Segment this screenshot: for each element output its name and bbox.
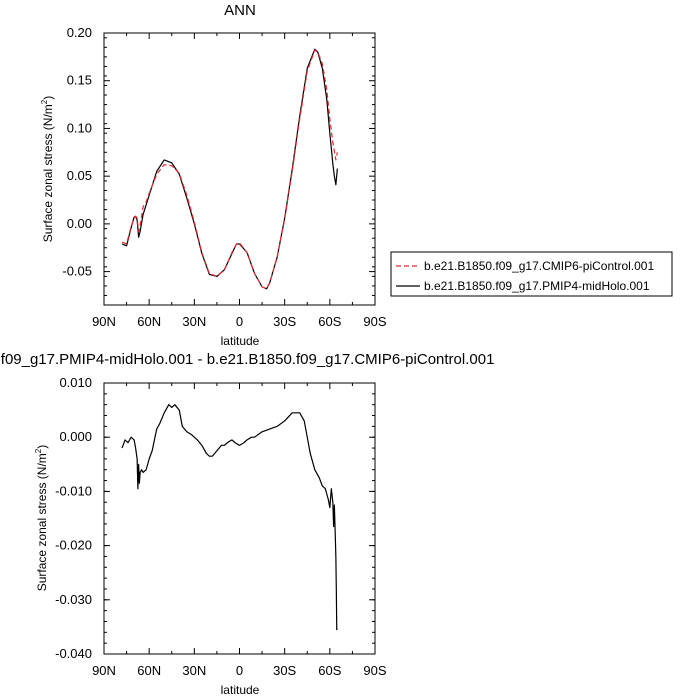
bottom-axis-ticks bbox=[103, 382, 376, 655]
top-y-tick-label: 0.00 bbox=[67, 216, 92, 231]
bottom-y-axis-title: Surface zonal stress (N/m2) bbox=[34, 445, 49, 592]
top-y-axis-title: Surface zonal stress (N/m2) bbox=[40, 96, 55, 243]
bottom-y-tick-label: 0.000 bbox=[59, 429, 92, 444]
bottom-y-tick-label: -0.020 bbox=[55, 538, 92, 553]
bottom-x-tick-label: 60S bbox=[318, 663, 341, 678]
bottom-y-tick-label: -0.040 bbox=[55, 646, 92, 661]
legend-label-picontrol: b.e21.B1850.f09_g17.CMIP6-piControl.001 bbox=[424, 259, 654, 273]
legend: b.e21.B1850.f09_g17.CMIP6-piControl.001 … bbox=[390, 251, 673, 297]
bottom-y-tick-label: 0.010 bbox=[59, 375, 92, 390]
bottom-x-tick-label: 60N bbox=[137, 663, 161, 678]
top-y-tick-label: 0.05 bbox=[67, 168, 92, 183]
top-y-tick-label: 0.10 bbox=[67, 120, 92, 135]
bottom-plot-lines bbox=[121, 404, 338, 631]
top-x-tick-label: 60S bbox=[318, 314, 341, 329]
top-y-tick-label: -0.05 bbox=[62, 264, 92, 279]
top-x-axis-title: latitude bbox=[221, 334, 260, 348]
bottom-x-tick-label: 30N bbox=[182, 663, 206, 678]
top-series-line-0 bbox=[121, 49, 338, 290]
bottom-x-tick-label: 90N bbox=[92, 663, 116, 678]
top-x-tick-label: 90N bbox=[92, 314, 116, 329]
bottom-series-line-0 bbox=[121, 404, 338, 631]
top-series-line-1 bbox=[121, 48, 338, 290]
top-y-tick-label: 0.15 bbox=[67, 73, 92, 88]
bottom-y-tick-labels: -0.040 -0.030 -0.020 -0.010 0.000 0.010 bbox=[55, 375, 92, 661]
top-y-tick-label: 0.20 bbox=[67, 25, 92, 40]
bottom-x-tick-label: 30S bbox=[273, 663, 296, 678]
top-x-tick-label: 30N bbox=[182, 314, 206, 329]
bottom-panel: 850.f09_g17.PMIP4-midHolo.001 - b.e21.B1… bbox=[0, 351, 494, 697]
bottom-x-tick-labels: 90N 60N 30N 0 30S 60S 90S bbox=[92, 663, 387, 678]
bottom-x-axis-title: latitude bbox=[221, 683, 260, 697]
legend-label-midholo: b.e21.B1850.f09_g17.PMIP4-midHolo.001 bbox=[424, 279, 650, 293]
top-x-tick-label: 30S bbox=[273, 314, 296, 329]
bottom-y-tick-label: -0.030 bbox=[55, 592, 92, 607]
top-x-tick-labels: 90N 60N 30N 0 30S 60S 90S bbox=[92, 314, 387, 329]
bottom-x-tick-label: 90S bbox=[363, 663, 386, 678]
bottom-chart-title: 850.f09_g17.PMIP4-midHolo.001 - b.e21.B1… bbox=[0, 351, 494, 368]
top-chart-title: ANN bbox=[224, 2, 256, 19]
top-plot-lines bbox=[121, 48, 338, 290]
top-axis-ticks bbox=[103, 32, 376, 306]
top-x-tick-label: 90S bbox=[363, 314, 386, 329]
bottom-x-tick-label: 0 bbox=[236, 663, 243, 678]
top-y-tick-labels: -0.05 0.00 0.05 0.10 0.15 0.20 bbox=[62, 25, 92, 279]
bottom-y-tick-label: -0.010 bbox=[55, 483, 92, 498]
top-panel: ANN 90N 60N 30N 0 30S 60S 90S -0.05 0.00 0.05 0.1… bbox=[40, 2, 387, 348]
top-x-tick-label: 0 bbox=[236, 314, 243, 329]
top-plot-frame bbox=[103, 32, 376, 306]
top-x-tick-label: 60N bbox=[137, 314, 161, 329]
legend-box bbox=[390, 251, 673, 297]
